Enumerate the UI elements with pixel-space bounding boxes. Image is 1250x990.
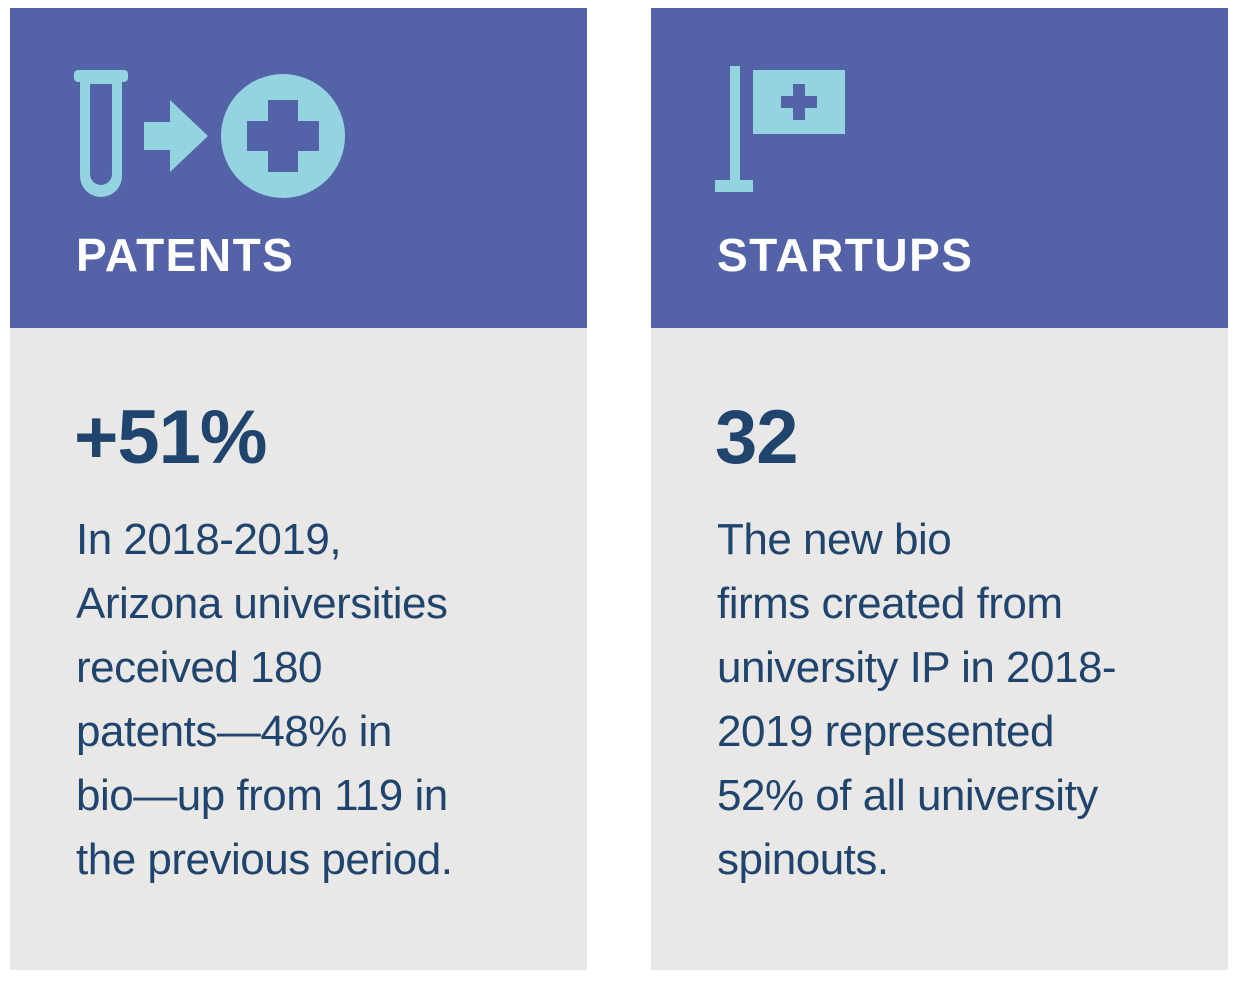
startups-description: The new bio firms created from universit… bbox=[717, 508, 1187, 892]
medical-flag-icon bbox=[715, 66, 845, 192]
patents-description-line: received 180 bbox=[76, 643, 322, 692]
startups-description-line: The new bio bbox=[717, 515, 952, 564]
startups-stat: 32 bbox=[715, 395, 799, 480]
patents-description: In 2018-2019, Arizona universities recei… bbox=[76, 508, 546, 892]
patents-title: PATENTS bbox=[76, 229, 295, 281]
startups-description-line: firms created from bbox=[717, 579, 1063, 628]
startups-description-line: 52% of all university bbox=[717, 771, 1098, 820]
patents-description-line: patents—48% in bbox=[76, 707, 392, 756]
startups-card: STARTUPS 32 The new bio firms created fr… bbox=[651, 8, 1228, 970]
startups-card-header: STARTUPS bbox=[651, 8, 1228, 328]
startups-title: STARTUPS bbox=[717, 229, 974, 281]
startups-description-line: 2019 represented bbox=[717, 707, 1054, 756]
startups-description-line: university IP in 2018- bbox=[717, 643, 1117, 692]
startups-description-line: spinouts. bbox=[717, 835, 889, 884]
test-tube-arrow-medical-cross-icon bbox=[74, 70, 345, 198]
patents-description-line: In 2018-2019, bbox=[76, 515, 342, 564]
patents-description-line: the previous period. bbox=[76, 835, 453, 884]
patents-stat: +51% bbox=[74, 395, 267, 480]
patents-card: PATENTS +51% In 2018-2019, Arizona unive… bbox=[10, 8, 587, 970]
patents-card-header: PATENTS bbox=[10, 8, 587, 328]
patents-description-line: bio—up from 119 in bbox=[76, 771, 448, 820]
patents-description-line: Arizona universities bbox=[76, 579, 448, 628]
